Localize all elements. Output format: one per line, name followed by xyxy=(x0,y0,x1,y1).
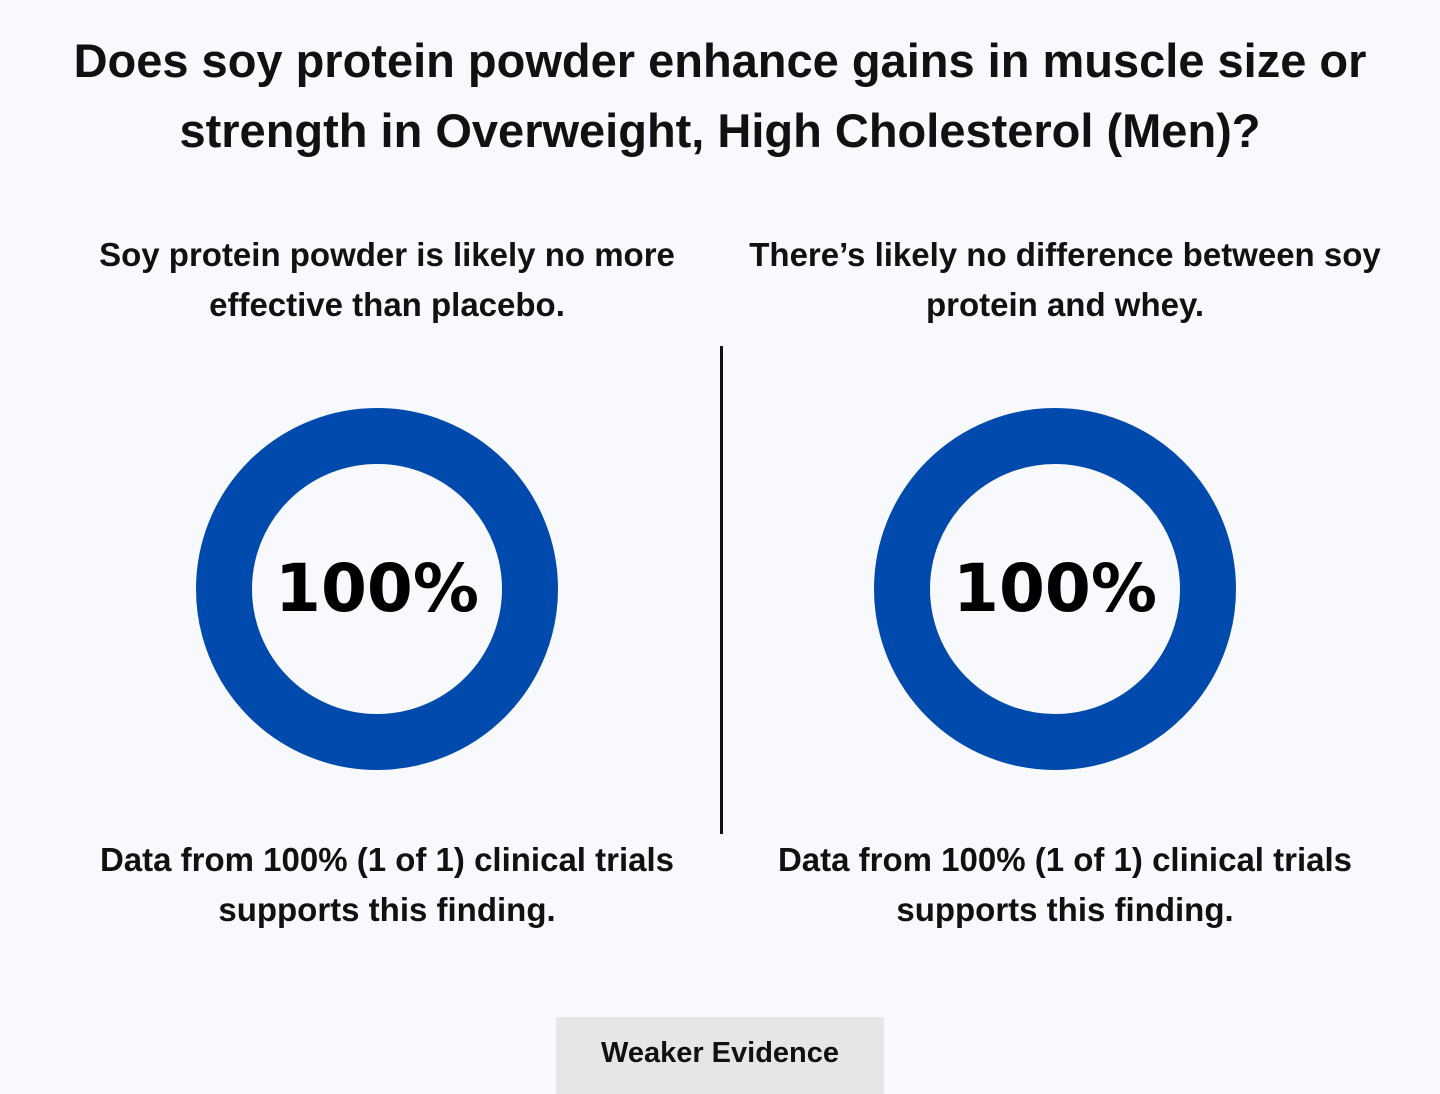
finding-heading: There’s likely no difference between soy… xyxy=(749,236,1381,323)
donut-chart: 100% xyxy=(193,405,561,773)
donut-svg: 100% xyxy=(196,408,558,770)
finding-panel-whey: There’s likely no difference between soy… xyxy=(745,230,1385,928)
evidence-badge: Weaker Evidence xyxy=(556,1017,884,1094)
finding-panel-placebo: Soy protein powder is likely no more eff… xyxy=(67,230,707,928)
donut-svg: 100% xyxy=(874,408,1236,770)
page-title: Does soy protein powder enhance gains in… xyxy=(73,34,1367,157)
panel-divider xyxy=(720,346,723,834)
finding-heading: Soy protein powder is likely no more eff… xyxy=(99,236,675,323)
donut-arc xyxy=(874,408,1236,770)
support-text: Data from 100% (1 of 1) clinical trials … xyxy=(99,841,675,928)
donut-chart: 100% xyxy=(871,405,1239,773)
donut-center-label: 100% xyxy=(953,550,1157,627)
donut-arc xyxy=(196,408,558,770)
donut-center-label: 100% xyxy=(275,550,479,627)
support-text: Data from 100% (1 of 1) clinical trials … xyxy=(777,841,1353,928)
